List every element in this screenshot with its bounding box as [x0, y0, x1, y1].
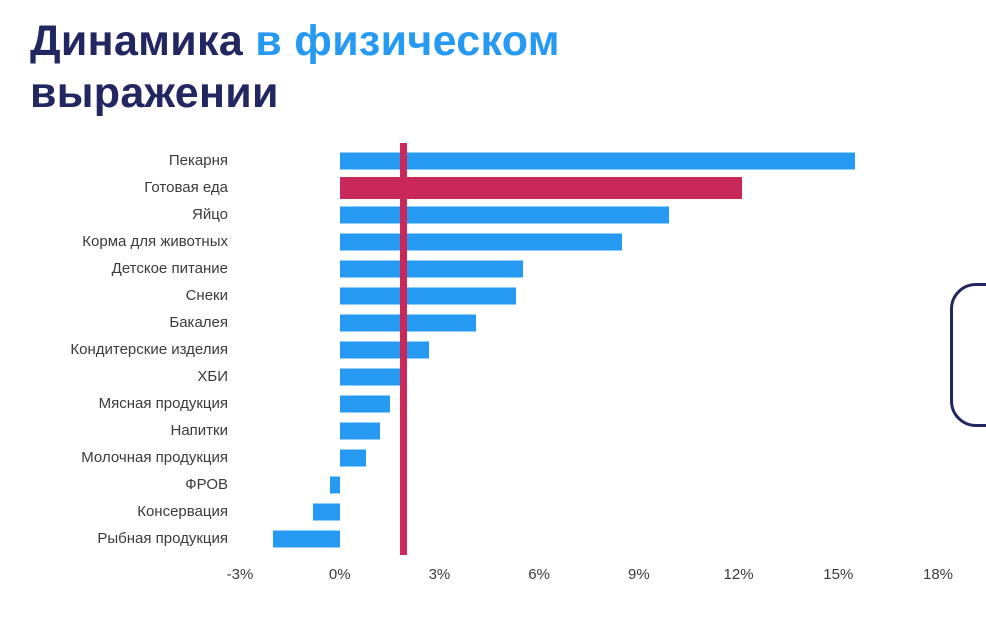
x-tick-label: 0%: [328, 566, 351, 584]
title-part-dark: Динамика: [30, 17, 244, 65]
category-label: Детское питание: [111, 260, 228, 278]
slide-title: Динамика в физическом выражении: [0, 0, 986, 119]
bar-track: [240, 336, 938, 363]
category-label: Мясная продукция: [98, 395, 228, 413]
bar-chart: Пекарня Готовая еда Яйцо Корма для животных…: [0, 143, 986, 590]
category-label: Напитки: [170, 422, 229, 440]
chart-row: Консервация: [0, 498, 986, 525]
category-label: Снеки: [185, 287, 228, 305]
chart-row: Снеки: [0, 282, 986, 309]
x-tick-label: 12%: [723, 566, 754, 584]
chart-row: ХБИ: [0, 363, 986, 390]
plot-area: Пекарня Готовая еда Яйцо Корма для животных…: [0, 143, 986, 556]
category-label: ФРОВ: [185, 476, 228, 494]
chart-row: Мясная продукция: [0, 390, 986, 417]
bar-track: [240, 228, 938, 255]
chart-row: Молочная продукция: [0, 444, 986, 471]
bar: [339, 152, 855, 170]
chart-row: Напитки: [0, 417, 986, 444]
chart-rows: Пекарня Готовая еда Яйцо Корма для животных…: [0, 147, 986, 552]
x-tick-label: 9%: [628, 566, 650, 584]
bar-track: [240, 174, 938, 201]
category-label: Готовая еда: [144, 179, 228, 197]
chart-row: Детское питание: [0, 255, 986, 282]
x-tick-label: 3%: [428, 566, 451, 584]
bar-track: [240, 471, 938, 498]
chart-row: Пекарня: [0, 147, 986, 174]
bar: [339, 206, 669, 224]
bar: [339, 314, 476, 332]
chart-row: Корма для животных: [0, 228, 986, 255]
bar-track: [240, 525, 938, 552]
category-label: Молочная продукция: [81, 449, 228, 467]
bar: [339, 368, 403, 386]
category-label: Рыбная продукция: [97, 530, 228, 548]
bar-track: [240, 282, 938, 309]
axis-track: -3% 0% 3% 6% 9% 12% 15% 18%: [227, 566, 953, 590]
bar: [339, 395, 390, 413]
bar-track: [240, 363, 938, 390]
category-label: Корма для животных: [82, 233, 228, 251]
bar: [313, 503, 340, 521]
category-label: Кондитерские изделия: [70, 341, 228, 359]
bar: [339, 233, 623, 251]
bar: [339, 341, 430, 359]
category-label: Пекарня: [168, 152, 228, 170]
slide-edge-decoration: [950, 283, 986, 427]
bar-track: [240, 417, 938, 444]
category-label: Консервация: [137, 503, 228, 521]
chart-row: Яйцо: [0, 201, 986, 228]
bar: [329, 476, 340, 494]
title-part-blue: в физическом: [243, 17, 560, 65]
bar-track: [240, 390, 938, 417]
chart-row: ФРОВ: [0, 471, 986, 498]
bar: [339, 422, 380, 440]
category-label: Яйцо: [192, 206, 228, 224]
title-part-dark-2: выражении: [30, 68, 279, 117]
x-tick-label: 18%: [922, 566, 954, 584]
bar-track: [240, 201, 938, 228]
bar: [339, 287, 516, 305]
x-tick-label: -3%: [226, 566, 254, 584]
axis-spacer: [0, 566, 240, 590]
chart-row: Готовая еда: [0, 174, 986, 201]
bar-track: [240, 255, 938, 282]
bar-track: [240, 498, 938, 525]
bar: [273, 530, 340, 548]
chart-row: Бакалея: [0, 309, 986, 336]
bar-track: [240, 444, 938, 471]
bar-highlighted: [339, 176, 742, 199]
category-label: Бакалея: [169, 314, 228, 332]
x-axis: -3% 0% 3% 6% 9% 12% 15% 18%: [0, 566, 986, 590]
x-tick-label: 6%: [528, 566, 550, 584]
bar: [339, 260, 523, 278]
chart-row: Кондитерские изделия: [0, 336, 986, 363]
bar: [339, 449, 367, 467]
bar-track: [240, 147, 938, 174]
bar-track: [240, 309, 938, 336]
x-tick-label: 15%: [823, 566, 854, 584]
category-label: ХБИ: [197, 368, 228, 386]
chart-row: Рыбная продукция: [0, 525, 986, 552]
